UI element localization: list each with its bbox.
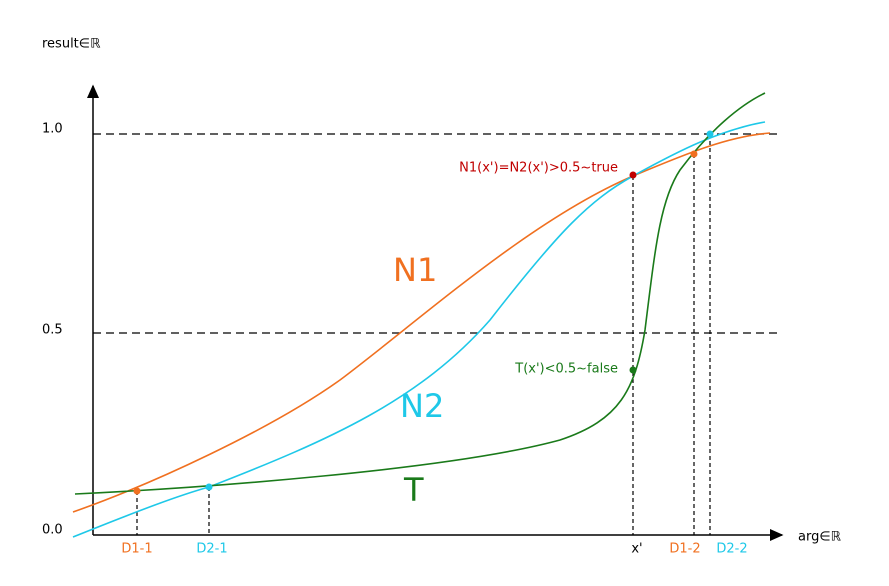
point bbox=[133, 487, 141, 495]
point bbox=[690, 150, 698, 158]
x-axis-label: arg∈ℝ bbox=[798, 530, 842, 545]
point bbox=[629, 366, 637, 374]
x-marker-label: x' bbox=[631, 542, 642, 557]
curve-label: N2 bbox=[400, 387, 444, 425]
y-tick-label: 0.5 bbox=[42, 323, 63, 338]
curve-t bbox=[74, 92, 766, 495]
y-tick-label: 0.0 bbox=[42, 523, 63, 538]
point bbox=[706, 130, 714, 138]
x-marker-label: D2-2 bbox=[716, 542, 747, 557]
annotation: T(x')<0.5~false bbox=[514, 362, 618, 377]
curve-label: T bbox=[403, 471, 424, 509]
point bbox=[629, 171, 637, 179]
x-marker-label: D1-1 bbox=[121, 542, 152, 557]
curve-label: N1 bbox=[393, 251, 437, 289]
point bbox=[205, 483, 213, 491]
x-marker-label: D2-1 bbox=[196, 542, 227, 557]
y-tick-label: 1.0 bbox=[42, 122, 63, 137]
curve-n2 bbox=[72, 121, 766, 538]
y-axis-label: result∈ℝ bbox=[42, 37, 101, 52]
x-marker-label: D1-2 bbox=[669, 542, 700, 557]
annotation: N1(x')=N2(x')>0.5~true bbox=[459, 161, 618, 176]
curve-n1 bbox=[72, 132, 771, 513]
